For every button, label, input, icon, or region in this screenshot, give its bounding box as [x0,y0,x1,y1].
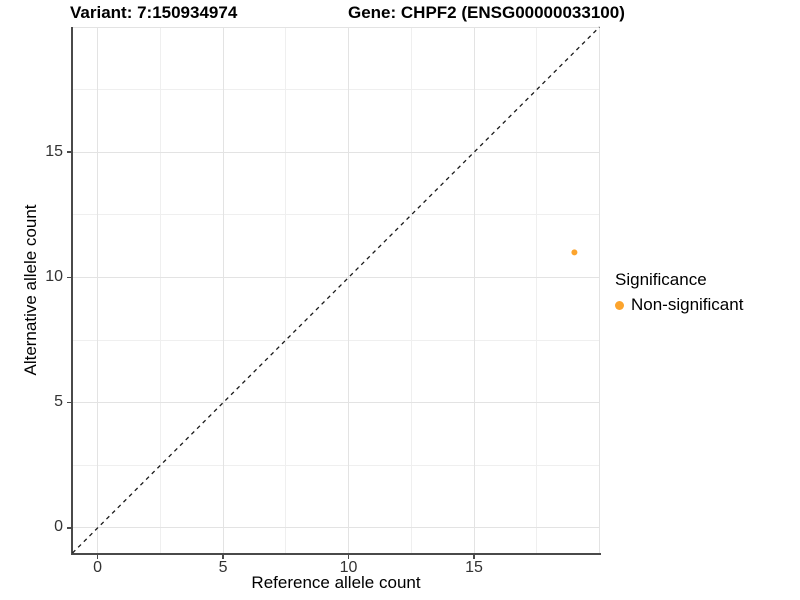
gridline-minor-vertical [536,27,538,553]
gridline-major-vertical [222,27,224,553]
gridline-minor-vertical [410,27,412,553]
gridline-minor-horizontal [72,464,600,466]
gridline-minor-vertical [285,27,287,553]
gridline-minor-vertical [159,27,161,553]
identity-reference-line [72,26,600,554]
legend-item-label: Non-significant [631,295,744,314]
x-axis-label: Reference allele count [251,573,421,592]
legend: Significance Non-significant [615,270,743,315]
gridline-major-horizontal [72,151,600,153]
plot-panel [72,27,600,553]
gridline-minor-horizontal [72,89,600,91]
legend-point-icon [615,300,624,310]
legend-title: Significance [615,270,707,289]
gridline-major-horizontal [72,276,600,278]
gridline-major-horizontal [72,27,600,28]
gridline-major-vertical [348,27,350,553]
gridline-major-horizontal [72,527,600,529]
gridline-major-vertical [598,27,600,553]
y-axis-label: Alternative allele count [21,204,40,376]
plot-title-gene: Gene: CHPF2 (ENSG00000033100) [348,3,625,22]
data-point [571,249,578,256]
plot-title-variant: Variant: 7:150934974 [70,3,238,22]
legend-item: Non-significant [615,295,743,315]
gridline-minor-horizontal [72,214,600,216]
gridline-major-vertical [473,27,475,553]
gridline-major-horizontal [72,402,600,404]
gridline-major-vertical [97,27,99,553]
gridline-minor-horizontal [72,339,600,341]
